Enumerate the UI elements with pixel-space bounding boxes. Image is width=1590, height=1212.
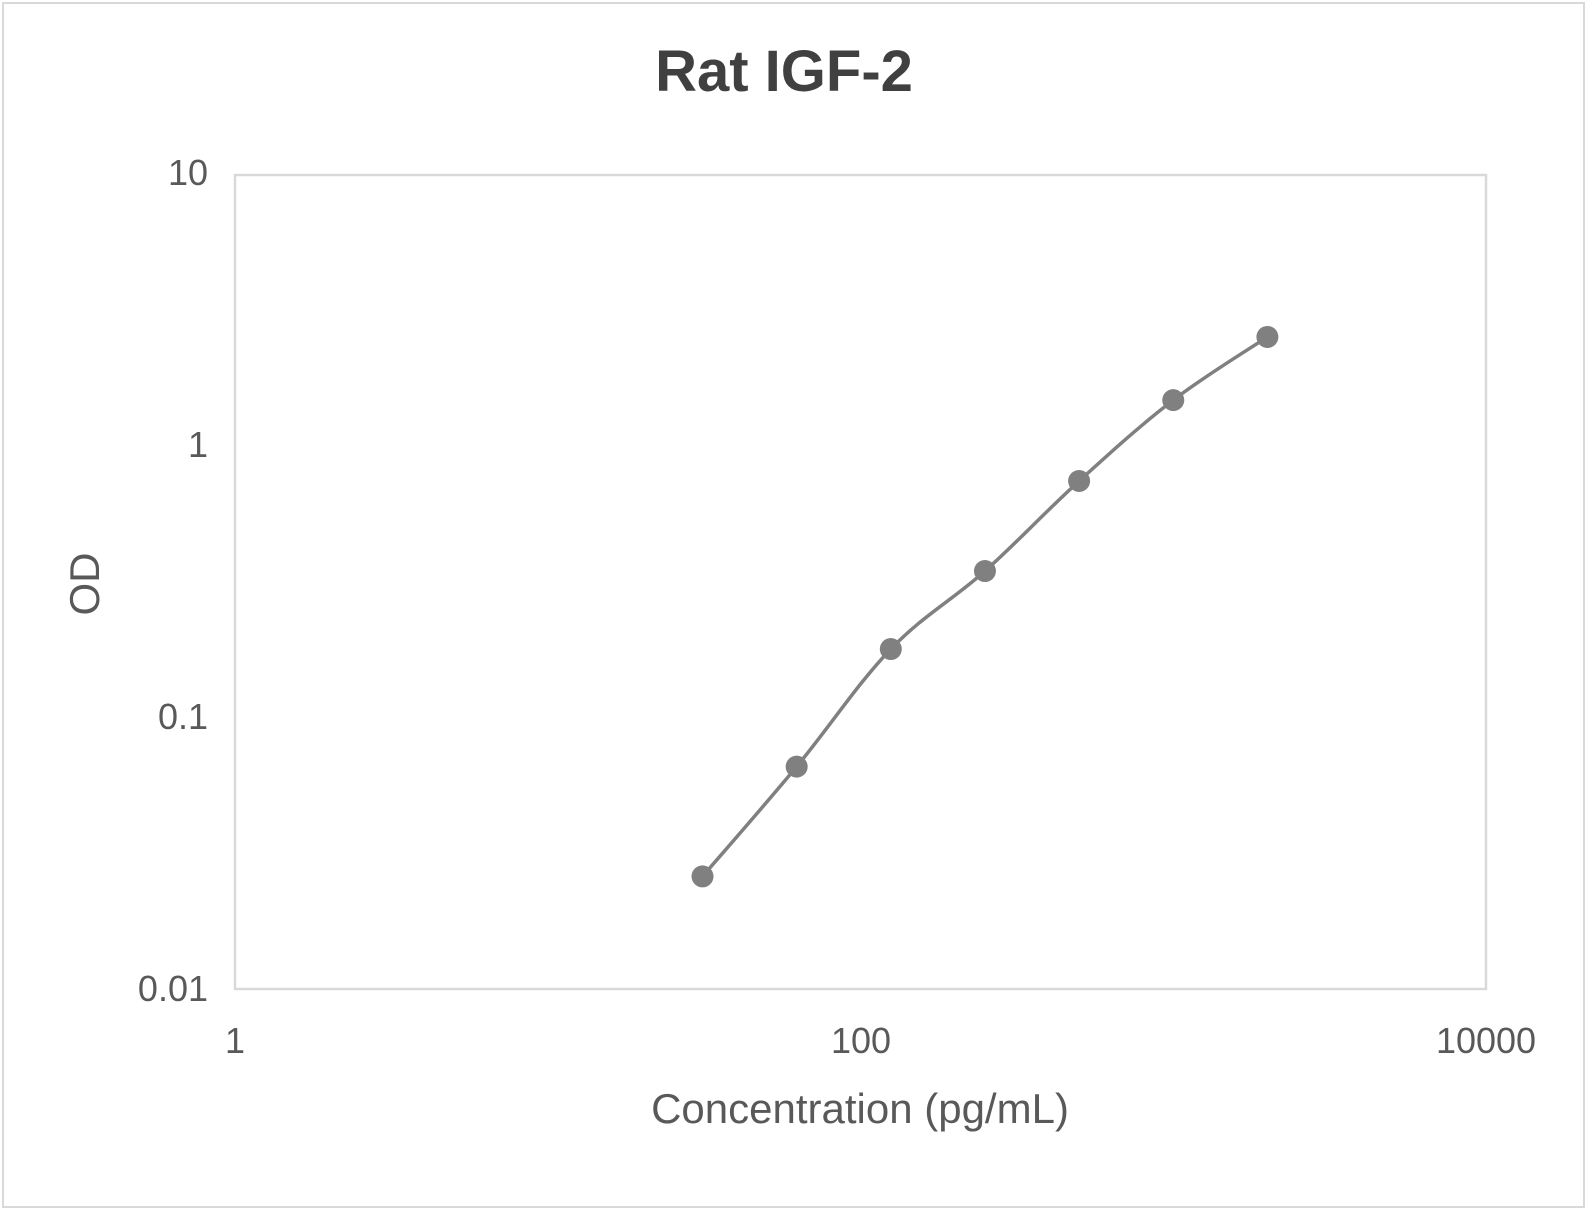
data-point-marker xyxy=(973,560,996,583)
x-tick-1: 1 xyxy=(224,1020,246,1061)
x-axis-label: Concentration (pg/mL) xyxy=(651,1085,1069,1132)
y-tick-10: 10 xyxy=(167,152,208,193)
data-point-marker xyxy=(879,638,902,661)
data-point-marker xyxy=(1068,470,1091,493)
data-point-marker xyxy=(691,865,714,888)
y-tick-0-01: 0.01 xyxy=(137,968,208,1009)
plot-border xyxy=(233,173,1488,991)
series-line xyxy=(701,335,1269,878)
y-tick-1: 1 xyxy=(187,424,208,465)
x-tick-10000: 10000 xyxy=(1435,1020,1537,1061)
data-point-marker xyxy=(1162,389,1185,412)
chart-title: Rat IGF-2 xyxy=(655,39,913,104)
data-series xyxy=(691,325,1279,888)
x-tick-100: 100 xyxy=(830,1020,892,1061)
data-point-marker xyxy=(1256,325,1279,348)
y-tick-0-1: 0.1 xyxy=(157,696,208,737)
data-point-marker xyxy=(785,755,808,778)
